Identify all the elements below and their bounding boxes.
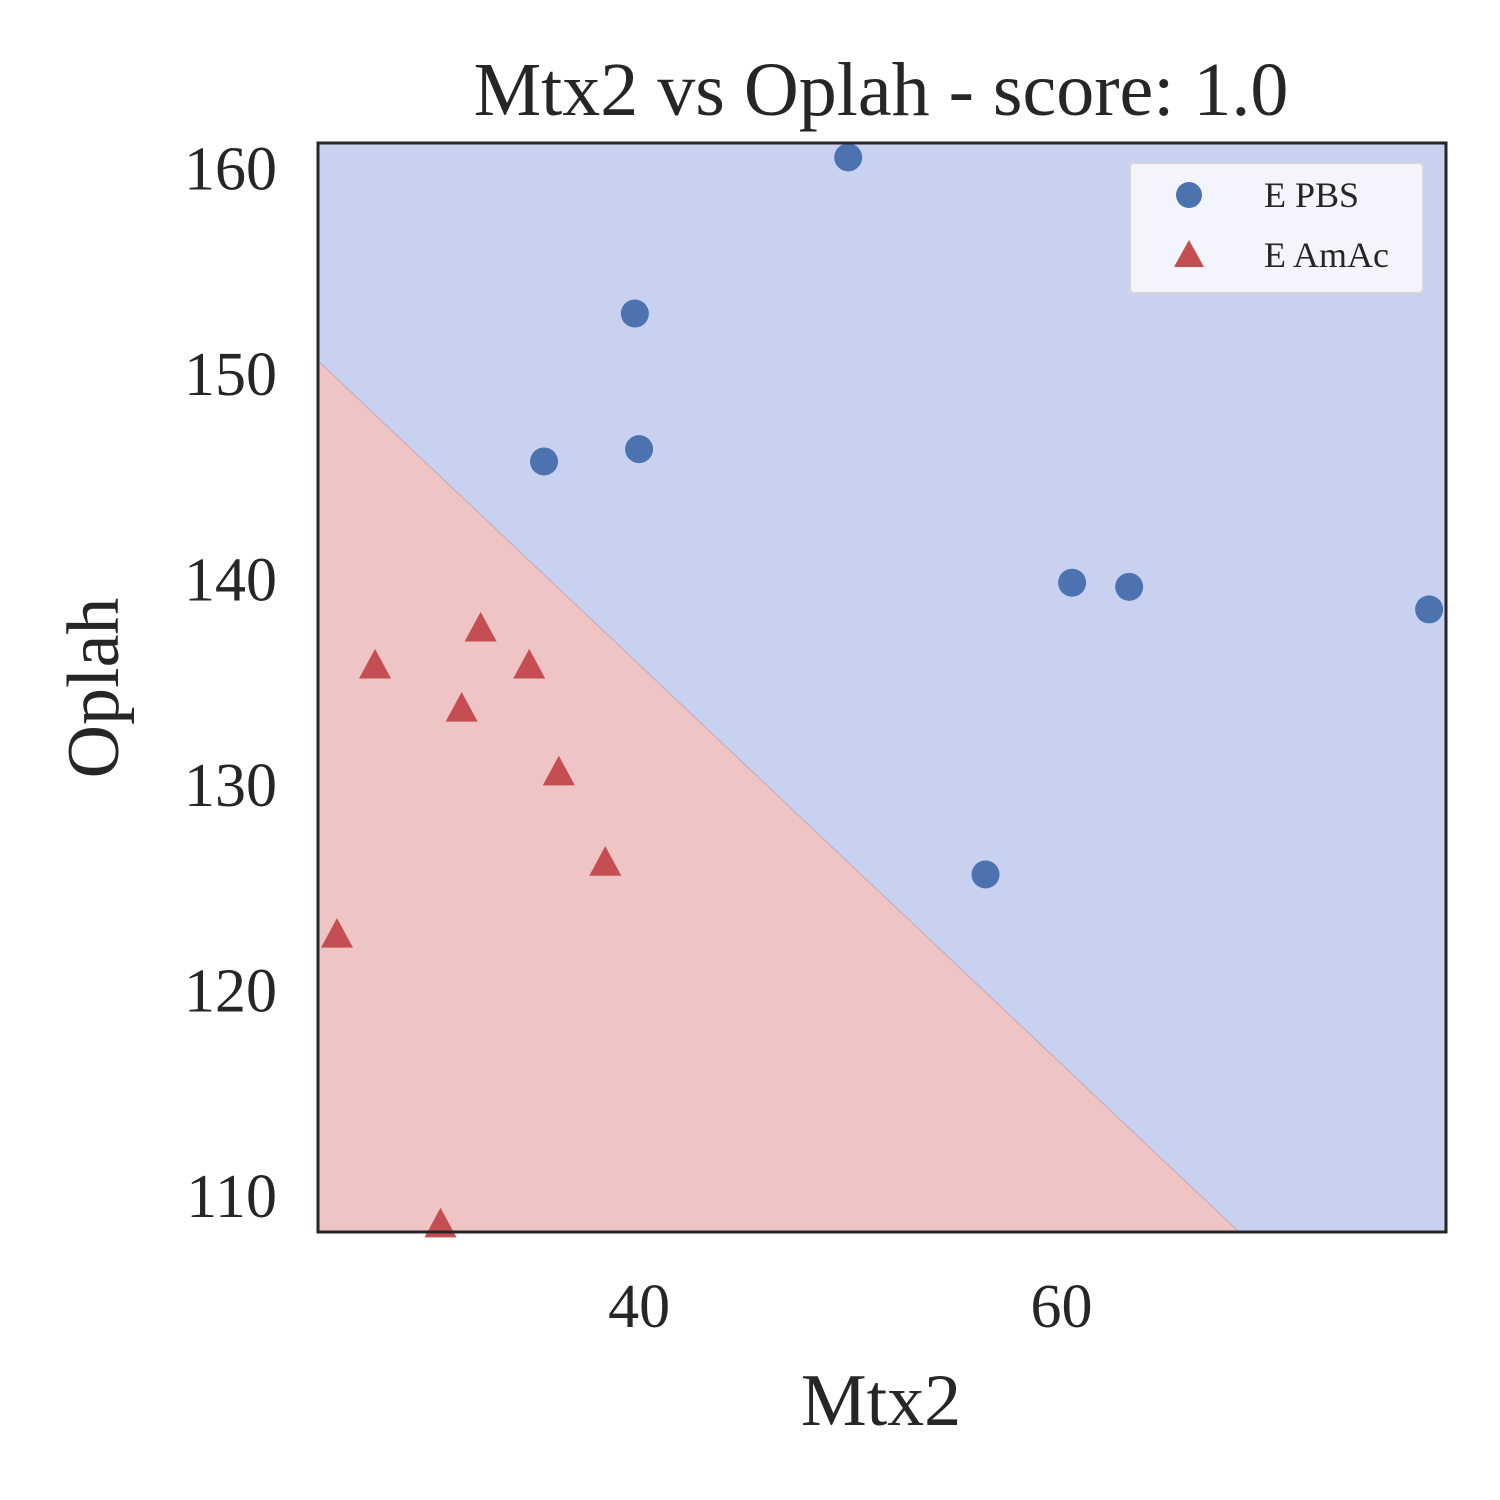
data-points <box>321 143 1444 1238</box>
point-e-pbs <box>530 447 559 476</box>
y-tick-label: 140 <box>184 547 277 615</box>
point-e-pbs <box>1415 595 1444 624</box>
point-e-pbs <box>1058 568 1087 597</box>
point-e-amac <box>321 918 354 948</box>
point-e-pbs <box>625 435 654 464</box>
x-tick-label: 40 <box>608 1273 670 1341</box>
legend-box <box>1129 162 1424 294</box>
y-tick-label: 110 <box>186 1163 277 1231</box>
legend-marker-e-amac <box>1174 240 1204 267</box>
x-tick-label: 60 <box>1031 1273 1093 1341</box>
y-tick-label: 120 <box>184 958 277 1026</box>
y-axis-label: Oplah <box>53 598 135 779</box>
decision-boundary-line <box>317 360 1240 1233</box>
point-e-amac <box>542 755 575 786</box>
point-e-amac <box>464 611 497 642</box>
point-e-amac <box>589 846 622 876</box>
point-e-pbs <box>834 143 863 172</box>
legend: E PBS E AmAc <box>1129 162 1424 294</box>
y-tick-label: 130 <box>184 752 277 820</box>
point-e-pbs <box>1115 572 1144 601</box>
point-e-amac <box>445 692 478 722</box>
y-axis-ticks: 110 120 130 140 150 160 <box>184 136 277 1231</box>
x-axis-ticks: 40 60 <box>608 1273 1092 1341</box>
point-e-amac <box>513 648 546 679</box>
point-e-pbs <box>971 860 1000 889</box>
legend-label: E AmAc <box>1264 235 1389 275</box>
chart-title: Mtx2 vs Oplah - score: 1.0 <box>474 48 1289 132</box>
point-e-amac <box>424 1207 457 1238</box>
y-tick-label: 160 <box>184 136 277 204</box>
point-e-pbs <box>620 299 649 328</box>
x-axis-label: Mtx2 <box>801 1360 961 1442</box>
y-tick-label: 150 <box>184 341 277 409</box>
legend-label: E PBS <box>1264 175 1359 215</box>
decision-regions <box>317 143 1446 1233</box>
point-e-amac <box>359 648 392 679</box>
legend-marker-e-pbs <box>1176 182 1202 208</box>
plot-frame <box>316 141 1448 1234</box>
